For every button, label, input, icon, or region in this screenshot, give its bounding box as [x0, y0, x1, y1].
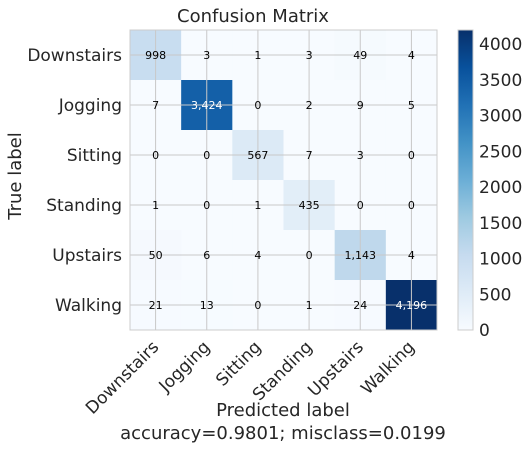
cell-value-label: 0 — [254, 99, 261, 112]
cell-value-label: 1,143 — [345, 249, 377, 262]
cell-value-label: 1 — [152, 199, 159, 212]
cell-value-label: 0 — [203, 199, 210, 212]
y-tick-labels: Downstairs Jogging Sitting Standing Upstairs… — [27, 46, 122, 316]
cell-value-label: 0 — [306, 249, 313, 262]
cell-value-label: 4 — [254, 249, 261, 262]
y-tick-label: Upstairs — [52, 246, 122, 266]
colorbar-tick-label: 1500 — [479, 214, 522, 234]
cell-annotations: 998 3 1 3 49 47 3,424 0 2 9 50 0 567 7 3 01 0 1 435 0 050 6 4 0… — [145, 49, 427, 312]
cell-value-label: 49 — [353, 49, 367, 62]
colorbar-tick-label: 0 — [479, 321, 490, 341]
cell-value-label: 50 — [149, 249, 163, 262]
x-axis-label-accuracy: accuracy=0.9801; misclass=0.0199 — [120, 423, 446, 444]
colorbar-ticks: 0 500 1000 1500 2000 2500 3000 3500 4000 — [479, 35, 522, 341]
colorbar-tick-label: 2500 — [479, 142, 522, 162]
chart-title: Confusion Matrix — [177, 6, 329, 27]
x-axis-label: Predicted label — [216, 400, 350, 421]
y-axis-label: True label — [5, 132, 26, 221]
y-tick-label: Standing — [46, 196, 122, 216]
cell-value-label: 24 — [353, 299, 367, 312]
cell-value-label: 0 — [254, 299, 261, 312]
grid-lines — [130, 30, 437, 330]
cell-value-label: 7 — [152, 99, 159, 112]
cell-value-label: 998 — [145, 49, 166, 62]
cell-value-label: 5 — [408, 99, 415, 112]
cell-value-label: 567 — [247, 149, 268, 162]
cell-value-label: 13 — [200, 299, 214, 312]
colorbar-tick-label: 4000 — [479, 35, 522, 55]
cell-value-label: 0 — [408, 199, 415, 212]
colorbar-tick-label: 3500 — [479, 71, 522, 91]
cell-value-label: 3 — [203, 49, 210, 62]
y-tick-label: Jogging — [58, 96, 122, 116]
cell-value-label: 3 — [306, 49, 313, 62]
cell-value-label: 9 — [357, 99, 364, 112]
cell-value-label: 1 — [306, 299, 313, 312]
colorbar-tick-label: 3000 — [479, 107, 522, 127]
cell-value-label: 4 — [408, 249, 415, 262]
colorbar-tick-label: 500 — [479, 285, 511, 305]
cell-value-label: 1 — [254, 199, 261, 212]
y-tick-label: Walking — [55, 296, 122, 316]
y-tick-label: Downstairs — [27, 46, 122, 66]
cell-value-label: 0 — [408, 149, 415, 162]
plot-frame — [129, 29, 438, 331]
cell-value-label: 2 — [306, 99, 313, 112]
colorbar-tick-label: 2000 — [479, 178, 522, 198]
colorbar — [457, 29, 474, 331]
cell-value-label: 435 — [299, 199, 320, 212]
cell-value-label: 6 — [203, 249, 210, 262]
cell-value-label: 0 — [357, 199, 364, 212]
cell-value-label: 3 — [357, 149, 364, 162]
colorbar-tick-label: 1000 — [479, 250, 522, 270]
cell-value-label: 4,196 — [396, 299, 428, 312]
cell-value-label: 0 — [152, 149, 159, 162]
cell-value-label: 3,424 — [191, 99, 223, 112]
cell-value-label: 7 — [306, 149, 313, 162]
heatmap-cells — [130, 30, 438, 331]
cell-value-label: 21 — [149, 299, 163, 312]
cell-value-label: 4 — [408, 49, 415, 62]
y-tick-label: Sitting — [67, 146, 122, 166]
cell-value-label: 1 — [254, 49, 261, 62]
cell-value-label: 0 — [203, 149, 210, 162]
